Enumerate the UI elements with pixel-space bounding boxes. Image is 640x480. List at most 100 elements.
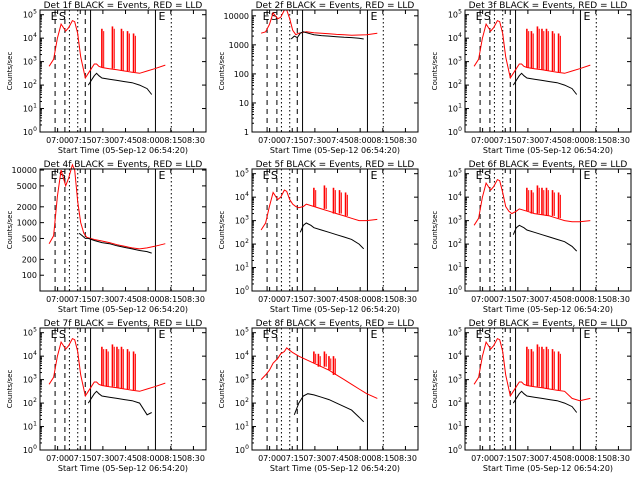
y-tick-label-exponent: 2	[458, 79, 462, 86]
y-tick-label-exponent: 0	[33, 444, 37, 451]
x-tick-label: 07:45	[326, 454, 349, 463]
y-tick-label: 10	[448, 11, 458, 20]
y-tick-label-exponent: 3	[458, 374, 462, 381]
y-tick-label: 10	[23, 352, 33, 361]
lld-series-line	[473, 19, 591, 80]
x-tick-label: 07:00	[258, 136, 281, 145]
region-label: E	[263, 10, 270, 23]
y-tick-label: 2000	[17, 203, 37, 212]
y-tick-label: 5000	[17, 182, 37, 191]
y-tick-label: 10	[23, 34, 33, 43]
y-tick-label-exponent: 3	[245, 374, 249, 381]
region-label: S	[271, 169, 278, 182]
x-tick-label: 07:15	[281, 136, 304, 145]
x-tick-label: 08:00	[137, 454, 160, 463]
y-tick-label: 1	[244, 128, 249, 137]
panel-title: Det 1f BLACK = Events, RED = LLD	[44, 1, 203, 11]
y-tick-label-exponent: 1	[458, 262, 462, 269]
y-tick-label-exponent: 5	[458, 9, 462, 16]
y-tick-label: 10000	[224, 12, 249, 21]
y-tick-label-exponent: 4	[33, 350, 37, 357]
region-label: E	[476, 328, 483, 341]
region-label: S	[484, 169, 491, 182]
y-axis-label: Counts/sec	[218, 370, 226, 409]
panel-title: Det 9f BLACK = Events, RED = LLD	[469, 319, 628, 329]
y-axis-label: Counts/sec	[6, 211, 14, 250]
region-label: S	[271, 328, 278, 341]
x-tick-label: 07:45	[114, 454, 137, 463]
y-tick-label: 10	[448, 81, 458, 90]
region-label: E	[263, 328, 270, 341]
x-tick-label: 08:30	[607, 136, 630, 145]
events-series-line	[299, 222, 365, 250]
region-label: E	[583, 169, 590, 182]
x-tick-label: 07:30	[516, 295, 539, 304]
region-label: E	[158, 169, 165, 182]
x-tick-label: 07:15	[281, 295, 304, 304]
region-label: E	[583, 328, 590, 341]
x-axis-label: Start Time (05-Sep-12 06:54:20)	[483, 305, 613, 314]
y-tick-label: 10	[23, 105, 33, 114]
panel-title: Det 3f BLACK = Events, RED = LLD	[469, 1, 628, 11]
x-axis-label: Start Time (05-Sep-12 06:54:20)	[58, 464, 188, 473]
y-tick-label: 10	[23, 446, 33, 455]
x-tick-label: 08:30	[607, 295, 630, 304]
x-tick-label: 08:30	[394, 454, 417, 463]
x-tick-label: 07:45	[539, 136, 562, 145]
y-tick-label: 10	[23, 58, 33, 67]
x-tick-label: 07:45	[326, 295, 349, 304]
events-series-line	[512, 224, 578, 252]
y-tick-label-exponent: 5	[245, 327, 249, 334]
y-tick-label: 10	[448, 34, 458, 43]
x-tick-label: 08:30	[607, 454, 630, 463]
y-tick-label-exponent: 3	[458, 56, 462, 63]
x-tick-label: 08:00	[562, 454, 585, 463]
x-axis-label: Start Time (05-Sep-12 06:54:20)	[58, 305, 188, 314]
y-tick-label: 100	[22, 271, 37, 280]
x-tick-label: 07:30	[303, 454, 326, 463]
x-tick-label: 08:30	[182, 295, 205, 304]
x-tick-label: 07:45	[539, 295, 562, 304]
y-tick-label: 10	[235, 423, 245, 432]
x-tick-label: 07:00	[46, 454, 69, 463]
x-tick-label: 08:00	[349, 295, 372, 304]
x-tick-label: 07:45	[114, 295, 137, 304]
region-label: E	[51, 10, 58, 23]
lld-series-line	[48, 337, 166, 398]
y-tick-label: 1000	[17, 219, 37, 228]
panel-title: Det 7f BLACK = Events, RED = LLD	[44, 319, 203, 329]
panel-title: Det 5f BLACK = Events, RED = LLD	[256, 160, 415, 170]
x-tick-label: 07:15	[494, 295, 517, 304]
y-tick-label-exponent: 2	[245, 238, 249, 245]
y-tick-label: 10	[235, 193, 245, 202]
lld-series-line	[473, 178, 591, 226]
y-tick-label-exponent: 1	[33, 103, 37, 110]
panel-title: Det 8f BLACK = Events, RED = LLD	[256, 319, 415, 329]
y-tick-label: 10	[235, 287, 245, 296]
y-tick-label: 10	[235, 264, 245, 273]
x-tick-label: 08:00	[562, 136, 585, 145]
y-tick-label-exponent: 0	[458, 444, 462, 451]
y-tick-label: 10	[235, 240, 245, 249]
y-tick-label: 100	[234, 70, 249, 79]
y-tick-label-exponent: 5	[245, 168, 249, 175]
x-tick-label: 07:00	[258, 295, 281, 304]
y-tick-label-exponent: 1	[245, 262, 249, 269]
x-tick-label: 08:30	[394, 136, 417, 145]
y-tick-label: 200	[22, 255, 37, 264]
y-tick-label: 10	[448, 264, 458, 273]
x-tick-label: 07:00	[471, 454, 494, 463]
y-tick-label: 10	[448, 423, 458, 432]
y-tick-label: 10	[448, 446, 458, 455]
x-tick-label: 08:00	[349, 136, 372, 145]
x-tick-label: 07:15	[494, 136, 517, 145]
y-tick-label-exponent: 0	[245, 444, 249, 451]
x-tick-label: 08:15	[159, 454, 182, 463]
y-tick-label: 1000	[229, 41, 249, 50]
x-tick-label: 07:30	[91, 136, 114, 145]
